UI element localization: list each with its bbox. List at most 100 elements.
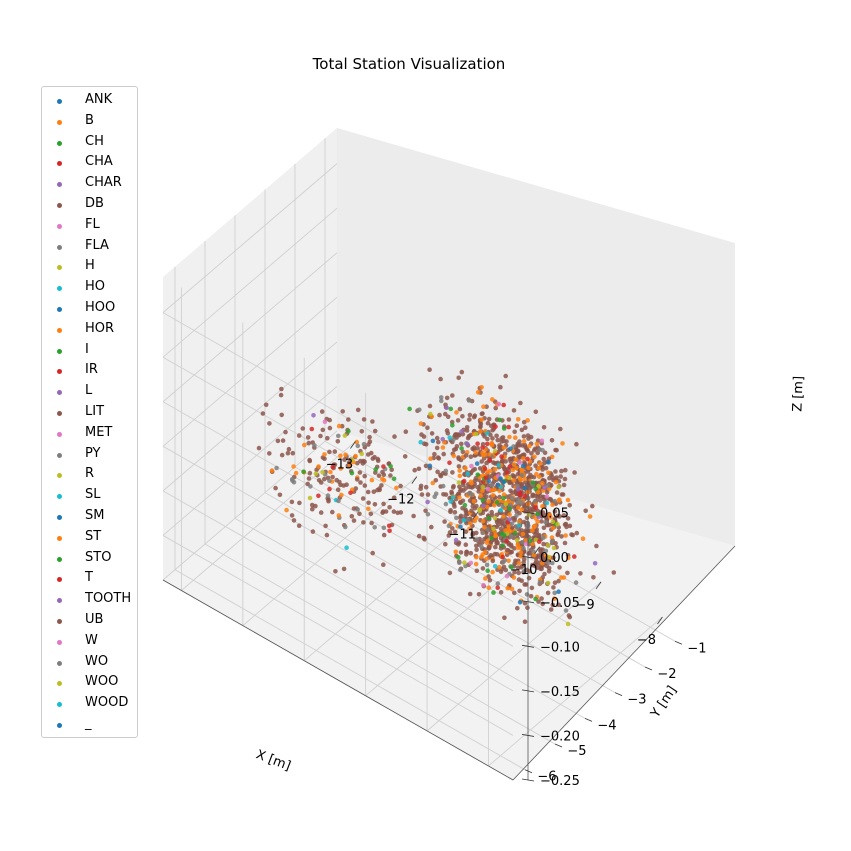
data-point-DB	[435, 455, 441, 460]
data-point-DB	[554, 475, 559, 480]
data-point-DB	[307, 470, 313, 476]
data-point-PY	[509, 496, 515, 501]
legend-marker	[57, 307, 62, 312]
data-point-DB	[362, 473, 368, 479]
data-point-R	[491, 526, 496, 532]
data-point-DB	[361, 520, 366, 525]
data-point-FL	[485, 487, 491, 492]
legend-item: IR	[42, 361, 139, 381]
legend-label: WO	[85, 653, 109, 669]
data-point-WO	[336, 433, 341, 439]
data-point-WO	[563, 608, 569, 613]
legend-item: HOR	[42, 320, 139, 340]
data-point-TOOTH	[542, 485, 547, 490]
data-point-H	[507, 475, 512, 481]
data-point-ST	[475, 390, 481, 395]
z-grid-line	[162, 312, 514, 514]
data-point-DB	[381, 501, 386, 507]
data-point-DB	[389, 467, 395, 473]
legend-label: PY	[85, 445, 101, 461]
data-point-DB	[306, 440, 312, 446]
data-point-DB	[450, 526, 455, 531]
data-point-LIT	[486, 544, 492, 550]
data-point-B	[473, 450, 479, 455]
legend-marker	[57, 556, 62, 562]
data-point-CHA	[504, 538, 510, 544]
data-point-B	[565, 497, 571, 503]
data-point-DB	[535, 450, 540, 456]
data-point-CH	[491, 590, 496, 595]
legend-marker	[57, 286, 62, 292]
data-point-B	[510, 467, 516, 473]
data-point-B	[506, 558, 511, 564]
data-point-LIT	[450, 485, 456, 490]
data-point-UB	[541, 460, 547, 466]
data-point-DB	[448, 509, 453, 515]
y-tick-mark	[554, 743, 563, 748]
data-point-UB	[555, 513, 560, 519]
legend-marker	[57, 161, 62, 167]
data-point-DB	[479, 411, 485, 417]
data-point-HOR	[513, 435, 518, 441]
legend-label: W	[85, 632, 98, 648]
data-point-UB	[496, 522, 501, 527]
legend-label: CH	[85, 133, 104, 149]
data-point-B	[522, 476, 527, 482]
data-point-UB	[455, 418, 461, 423]
z-grid-line	[162, 386, 338, 536]
data-point-DB	[460, 414, 465, 419]
data-point-UB	[369, 450, 374, 456]
z-grid-line	[162, 252, 338, 403]
x-tick-label: −11	[449, 528, 476, 543]
data-point-DB	[367, 434, 372, 440]
data-point-B	[501, 514, 506, 519]
data-point-CH	[494, 500, 500, 505]
data-point-DB	[280, 438, 286, 443]
data-point-WO	[312, 443, 317, 448]
data-point-SL	[492, 564, 498, 569]
data-point-CH	[462, 502, 468, 508]
data-point-DB	[486, 574, 491, 579]
data-point-DB	[307, 457, 312, 463]
data-point-CH	[485, 568, 491, 573]
data-point-CHA	[480, 445, 485, 450]
data-point-UB	[458, 550, 464, 555]
data-point-DB	[484, 404, 489, 410]
data-point-UB	[555, 532, 560, 538]
legend-marker	[57, 182, 62, 188]
z-tick-mark	[521, 555, 535, 559]
data-point-DB	[556, 602, 561, 608]
data-point-HOR	[556, 498, 562, 503]
data-point-DB	[310, 506, 315, 512]
legend-label: WOO	[85, 674, 119, 690]
data-point-DB	[355, 407, 361, 413]
data-point-DB	[556, 578, 561, 584]
data-point-WO	[443, 468, 449, 474]
data-point-PY	[480, 530, 486, 536]
data-point-B	[479, 554, 484, 560]
data-point-DB	[434, 445, 440, 451]
data-point-B	[553, 479, 559, 485]
data-point-B	[492, 466, 498, 472]
data-point-B	[534, 471, 539, 477]
data-point-ANK	[508, 446, 513, 452]
data-point-DB	[558, 426, 563, 432]
legend-marker	[57, 473, 62, 479]
data-point-CHA	[447, 460, 452, 466]
data-point-WO	[479, 544, 484, 549]
data-point-WO	[308, 484, 313, 489]
data-point-DB	[557, 565, 562, 570]
data-point-UB	[566, 613, 572, 618]
data-point-DB	[425, 425, 430, 431]
data-point-CHA	[495, 585, 501, 590]
data-point-MET	[517, 460, 523, 465]
data-point-LIT	[459, 441, 464, 447]
legend-label: B	[85, 112, 94, 128]
z-tick-mark	[521, 689, 535, 693]
data-point-CHAR	[425, 499, 430, 505]
data-point-SM	[486, 478, 492, 484]
data-point-B	[532, 523, 538, 529]
x-tick-label: −13	[326, 458, 353, 473]
data-point-PY	[515, 500, 520, 506]
z-tick-label: 0.05	[540, 507, 569, 522]
